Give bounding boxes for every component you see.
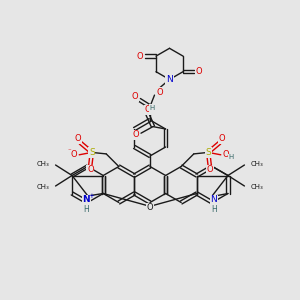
Text: O: O	[223, 150, 230, 159]
Text: CH₃: CH₃	[37, 161, 50, 167]
Text: H: H	[211, 205, 217, 214]
Text: CH₃: CH₃	[250, 184, 263, 190]
Text: H: H	[150, 105, 155, 111]
Text: O: O	[137, 52, 143, 61]
Text: O: O	[219, 134, 225, 143]
Text: O: O	[132, 92, 138, 101]
Text: CH₃: CH₃	[37, 184, 50, 190]
Text: ⁻: ⁻	[68, 149, 71, 155]
Text: O: O	[157, 88, 163, 97]
Text: S: S	[205, 148, 211, 157]
Text: N: N	[82, 195, 90, 204]
Text: O: O	[144, 105, 151, 114]
Text: O: O	[70, 150, 77, 159]
Text: O: O	[133, 130, 140, 139]
Text: H: H	[228, 154, 234, 160]
Text: H: H	[83, 205, 89, 214]
Text: S: S	[89, 148, 95, 157]
Text: +: +	[88, 193, 94, 199]
Text: N: N	[166, 75, 173, 84]
Text: CH₃: CH₃	[250, 161, 263, 167]
Text: O: O	[206, 165, 213, 174]
Text: O: O	[87, 165, 94, 174]
Text: N: N	[211, 195, 217, 204]
Text: O: O	[196, 67, 202, 76]
Text: O: O	[75, 134, 81, 143]
Text: O: O	[147, 203, 153, 212]
